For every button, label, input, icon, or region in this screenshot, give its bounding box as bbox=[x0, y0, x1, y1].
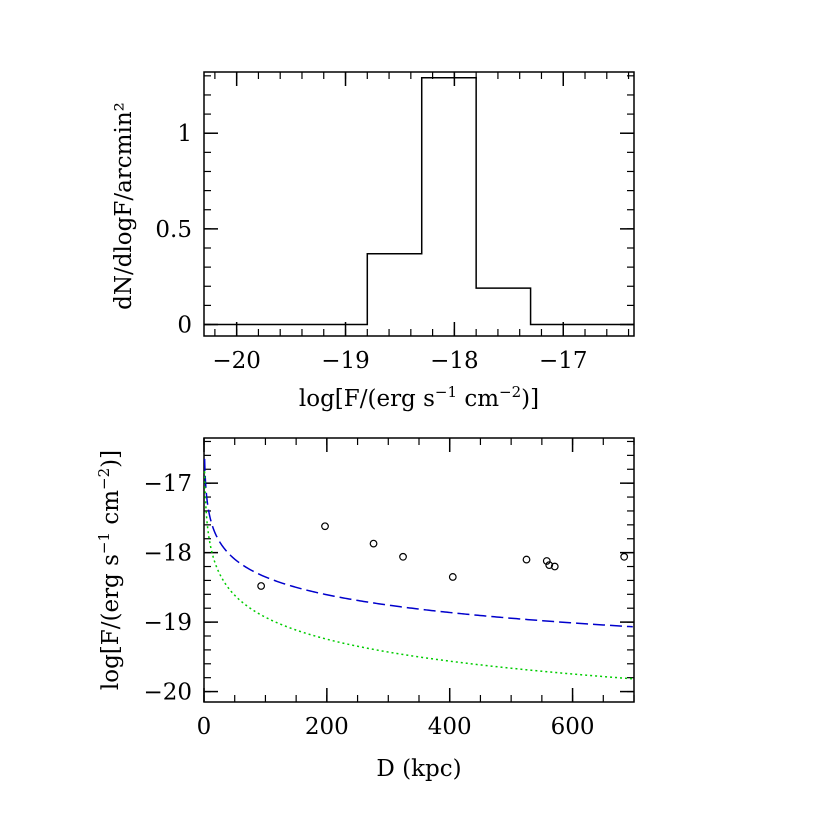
scatter-y-axis-label: log[F/(erg s−1 cm−2)] bbox=[95, 450, 124, 690]
data-point bbox=[542, 557, 551, 565]
y-tick-label: −20 bbox=[143, 680, 192, 706]
data-point bbox=[399, 552, 407, 561]
scatter-x-tick-labels: 0 200 400 600 bbox=[197, 714, 595, 740]
x-tick-label: −17 bbox=[539, 348, 588, 374]
data-point bbox=[448, 573, 457, 581]
scatter-major-ticks bbox=[203, 438, 634, 702]
y-tick-label: 0.5 bbox=[155, 217, 192, 243]
scatter-panel: 0 200 400 600 −20 −19 −18 −17 D (kpc) log[F/(e… bbox=[95, 437, 635, 782]
y-tick-label: −17 bbox=[143, 471, 192, 497]
y-tick-label: 0 bbox=[177, 313, 192, 339]
histogram-x-axis-label: log[F/(erg s−1 cm−2)] bbox=[299, 383, 539, 412]
histogram-y-tick-labels: 00.51 bbox=[155, 121, 192, 338]
scatter-x-axis-label: D (kpc) bbox=[376, 756, 461, 782]
data-point bbox=[257, 582, 266, 590]
x-tick-label: 400 bbox=[428, 714, 472, 740]
dotted-limit-curve bbox=[203, 471, 633, 680]
y-tick-label: −18 bbox=[143, 541, 192, 567]
x-tick-label: 0 bbox=[197, 714, 212, 740]
histogram-x-tick-labels: −20 −19 −18 −17 bbox=[212, 348, 587, 374]
x-tick-label: −19 bbox=[321, 348, 370, 374]
y-tick-label: 1 bbox=[177, 121, 192, 147]
histogram-panel: −20 −19 −18 −17 00.51 log[F/(erg s−1 cm−2)]… bbox=[111, 71, 635, 412]
histogram-major-ticks bbox=[204, 72, 634, 336]
y-tick-label: −19 bbox=[143, 610, 192, 636]
histogram-plot-frame bbox=[203, 71, 635, 337]
scatter-points bbox=[257, 522, 629, 590]
dashed-limit-curve bbox=[203, 458, 633, 628]
data-point bbox=[369, 539, 378, 548]
histogram-minor-ticks bbox=[204, 72, 634, 336]
histogram-step-line bbox=[204, 76, 634, 326]
data-point bbox=[545, 561, 554, 570]
data-point bbox=[620, 552, 629, 561]
scatter-y-tick-labels: −20 −19 −18 −17 bbox=[143, 471, 192, 705]
data-point bbox=[321, 522, 329, 531]
x-tick-label: −18 bbox=[430, 348, 479, 374]
x-tick-label: −20 bbox=[212, 348, 261, 374]
histogram-y-axis-label: dN/dlogF/arcmin² bbox=[111, 102, 137, 310]
scatter-plot-frame bbox=[203, 437, 635, 703]
data-point bbox=[522, 555, 531, 564]
scatter-minor-ticks bbox=[203, 438, 635, 702]
x-tick-label: 200 bbox=[305, 714, 349, 740]
x-tick-label: 600 bbox=[551, 714, 595, 740]
data-point bbox=[550, 562, 559, 571]
